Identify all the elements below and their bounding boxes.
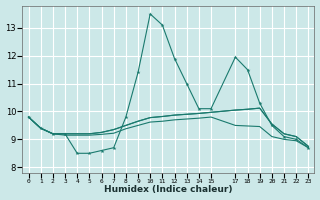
X-axis label: Humidex (Indice chaleur): Humidex (Indice chaleur): [104, 185, 233, 194]
